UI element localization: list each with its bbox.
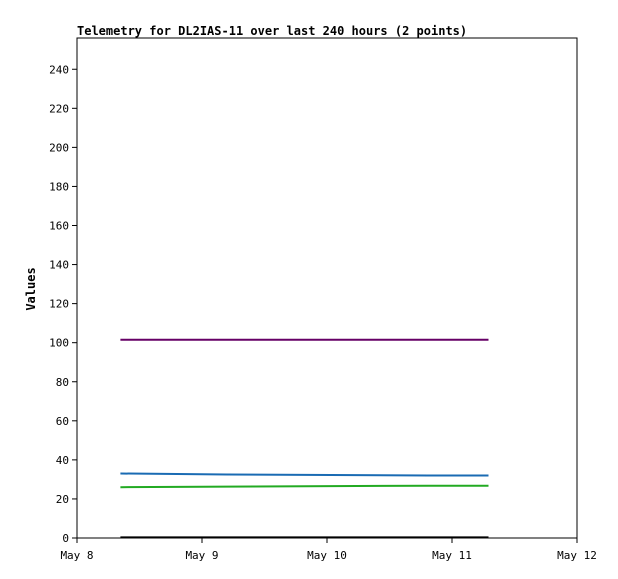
y-axis-label: Values <box>24 267 38 310</box>
y-tick-label: 120 <box>49 298 69 311</box>
y-tick-label: 140 <box>49 259 69 272</box>
x-tick-label: May 9 <box>185 549 218 562</box>
plot-frame <box>76 37 578 539</box>
y-tick-label: 80 <box>56 376 69 389</box>
series-group <box>120 338 489 539</box>
x-tick-label: May 10 <box>307 549 347 562</box>
x-tick-label: May 11 <box>432 549 472 562</box>
x-tick-label: May 12 <box>557 549 597 562</box>
x-tick-label: May 8 <box>60 549 93 562</box>
y-tick-label: 160 <box>49 220 69 233</box>
chart-title: Telemetry for DL2IAS-11 over last 240 ho… <box>77 24 467 38</box>
y-tick-label: 0 <box>62 532 69 545</box>
y-tick-label: 200 <box>49 141 69 154</box>
y-tick-label: 40 <box>56 454 69 467</box>
y-tick-label: 240 <box>49 63 69 76</box>
series-line-2 <box>120 472 489 477</box>
y-tick-label: 220 <box>49 102 69 115</box>
y-tick-label: 20 <box>56 493 69 506</box>
y-axis: 0 20 40 60 80 100 120 140 160 180 200 220 240 <box>49 63 77 545</box>
y-tick-label: 180 <box>49 180 69 193</box>
y-tick-label: 100 <box>49 337 69 350</box>
series-line-3 <box>120 484 489 489</box>
x-axis: May 8 May 9 May 10 May 11 May 12 <box>60 538 597 562</box>
y-tick-label: 60 <box>56 415 69 428</box>
